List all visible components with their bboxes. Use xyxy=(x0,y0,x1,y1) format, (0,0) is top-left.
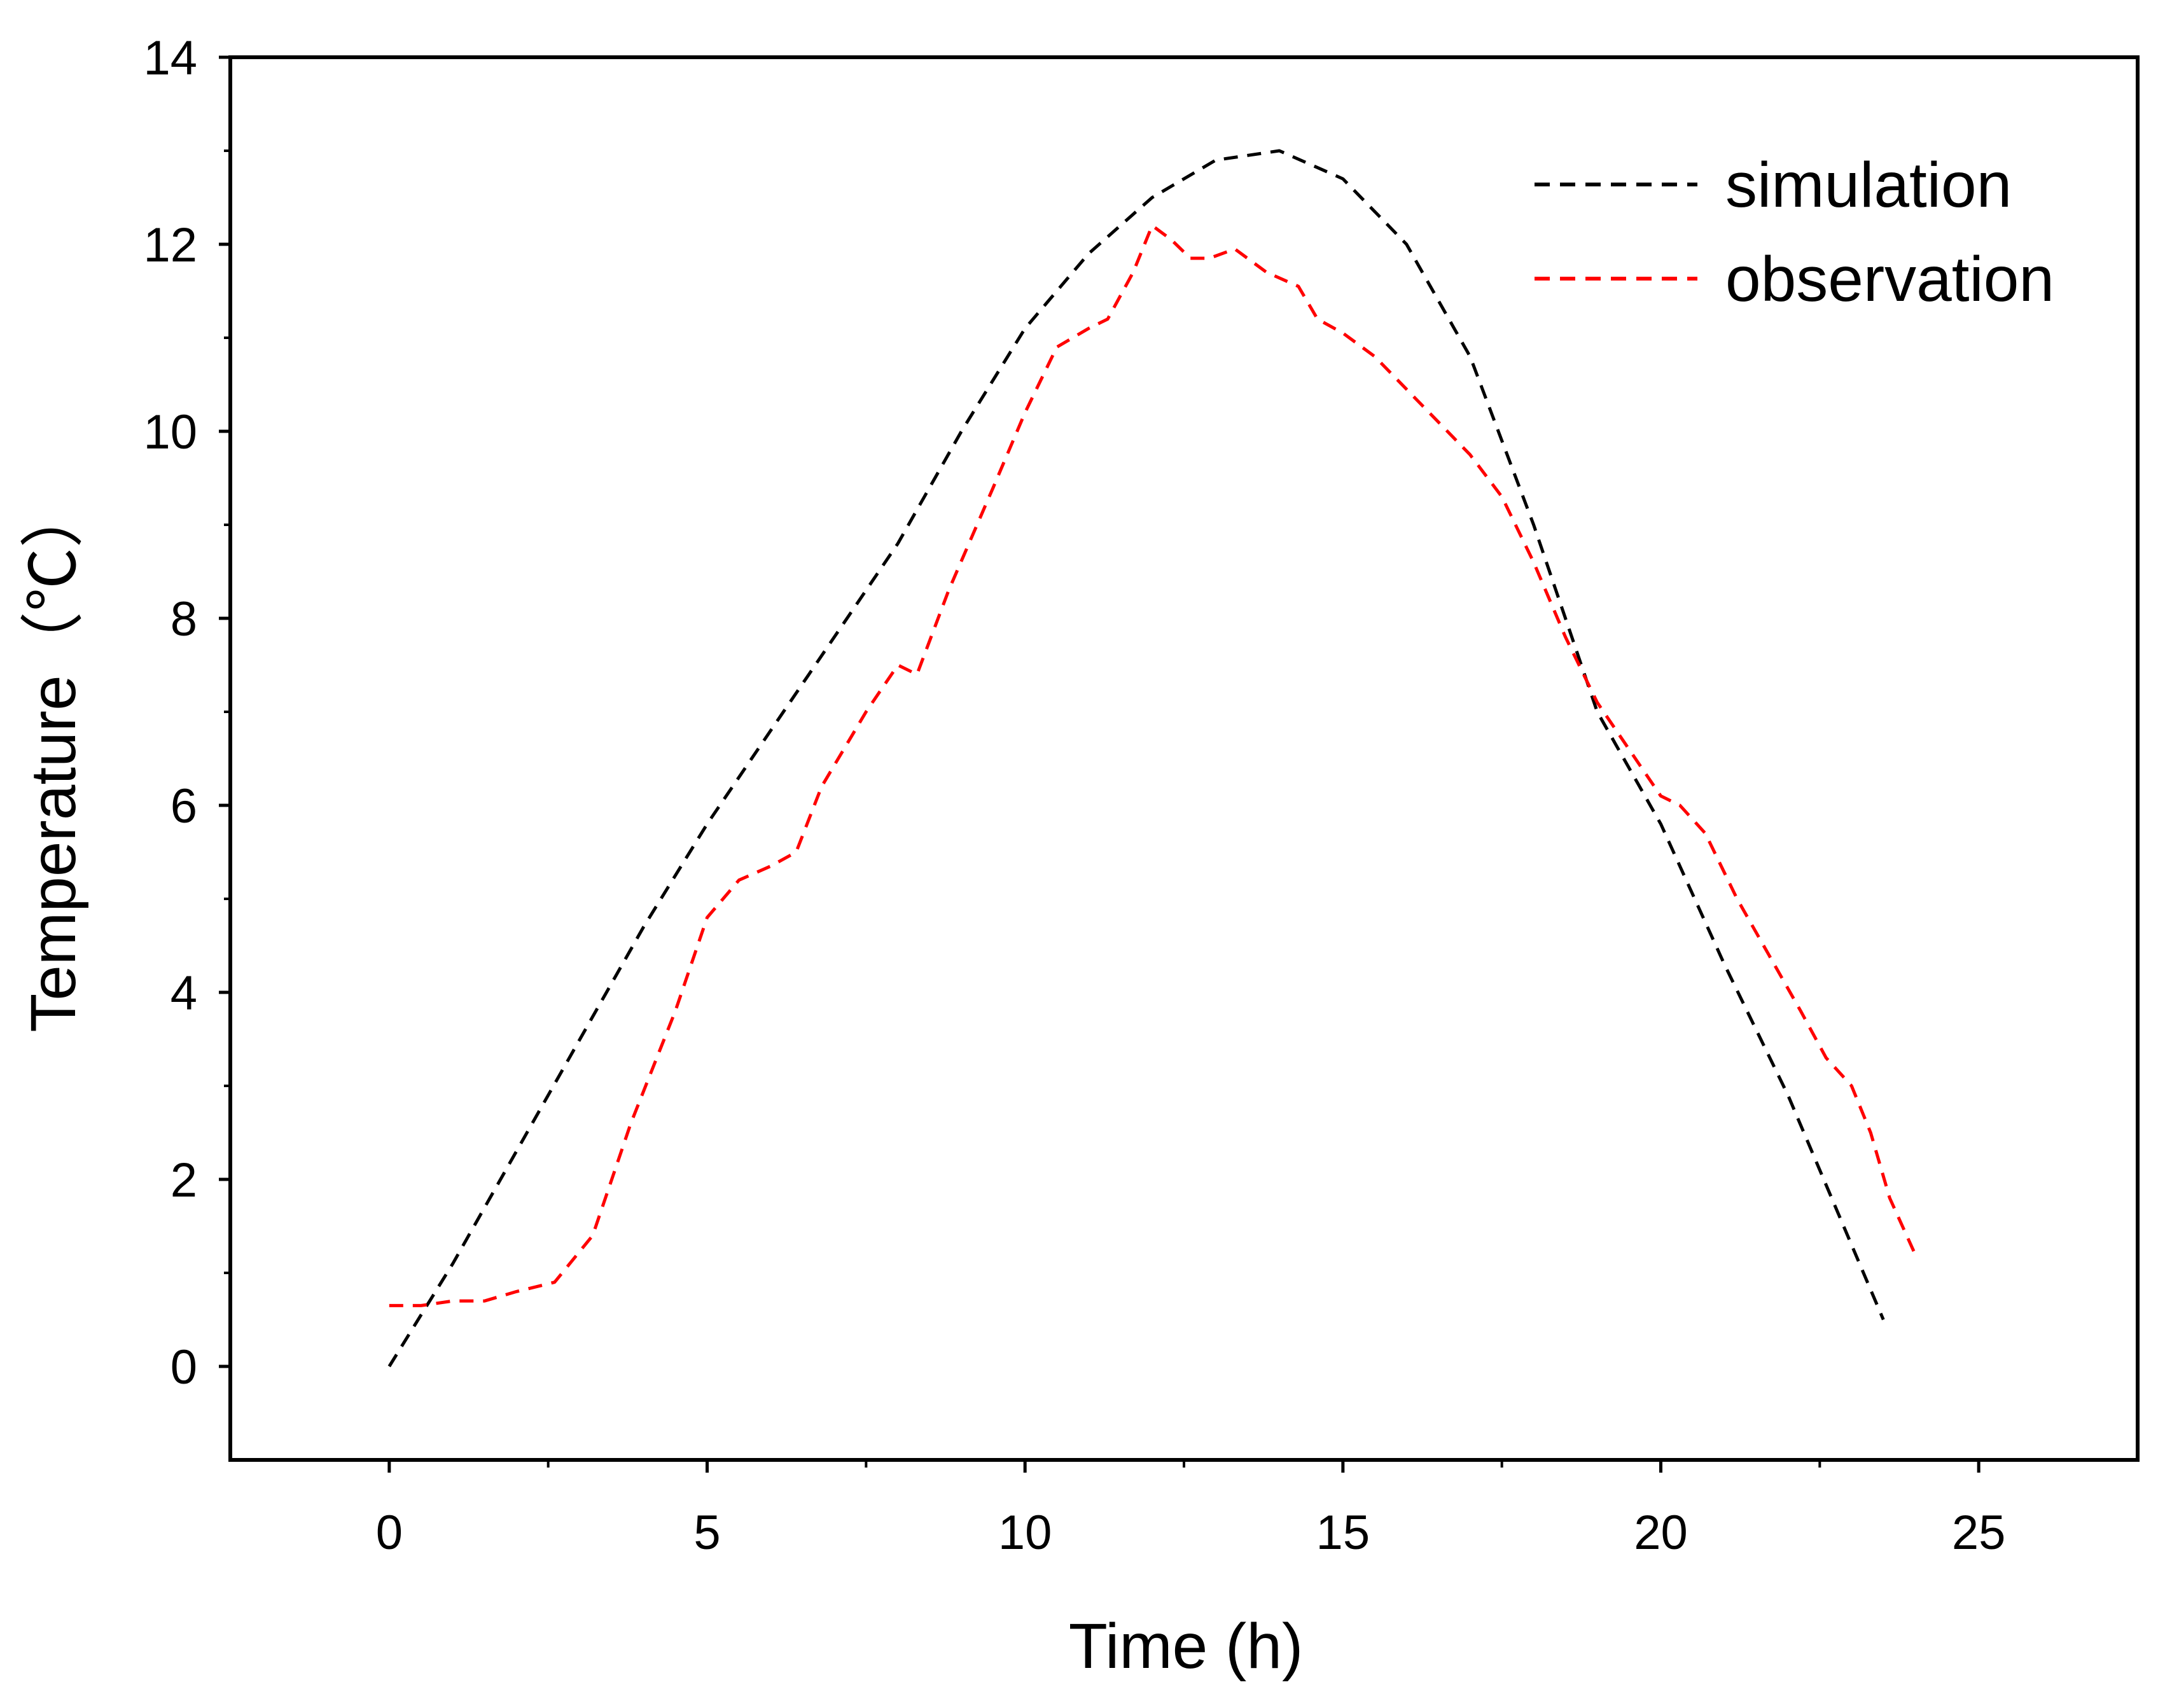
y-tick-label: 14 xyxy=(143,31,197,85)
series-group xyxy=(387,149,1917,1368)
legend: simulation observation xyxy=(1535,149,2054,315)
legend-label-simulation: simulation xyxy=(1725,149,2012,221)
series-line-simulation xyxy=(387,149,1885,1368)
x-tick-label: 15 xyxy=(1316,1506,1370,1560)
x-axis: 0 5 10 15 20 25 xyxy=(376,1460,2006,1560)
y-tick-label: 2 xyxy=(171,1153,197,1207)
x-tick-label: 20 xyxy=(1634,1506,1688,1560)
y-axis: 0 2 4 6 8 10 12 14 xyxy=(143,31,230,1394)
x-tick-label: 10 xyxy=(998,1506,1052,1560)
x-tick-label: 0 xyxy=(376,1506,403,1560)
y-tick-label: 0 xyxy=(171,1340,197,1394)
legend-label-observation: observation xyxy=(1725,244,2054,315)
y-tick-label: 12 xyxy=(143,218,197,272)
series-line-observation xyxy=(389,224,1917,1307)
y-axis-title: Temperature（℃） xyxy=(18,484,89,1032)
x-axis-title: Time (h) xyxy=(1069,1611,1304,1682)
y-tick-label: 10 xyxy=(143,405,197,459)
y-tick-label: 6 xyxy=(171,779,197,833)
y-tick-label: 4 xyxy=(171,966,197,1020)
x-tick-label: 5 xyxy=(693,1506,720,1560)
x-tick-label: 25 xyxy=(1952,1506,2006,1560)
y-tick-label: 8 xyxy=(171,592,197,646)
